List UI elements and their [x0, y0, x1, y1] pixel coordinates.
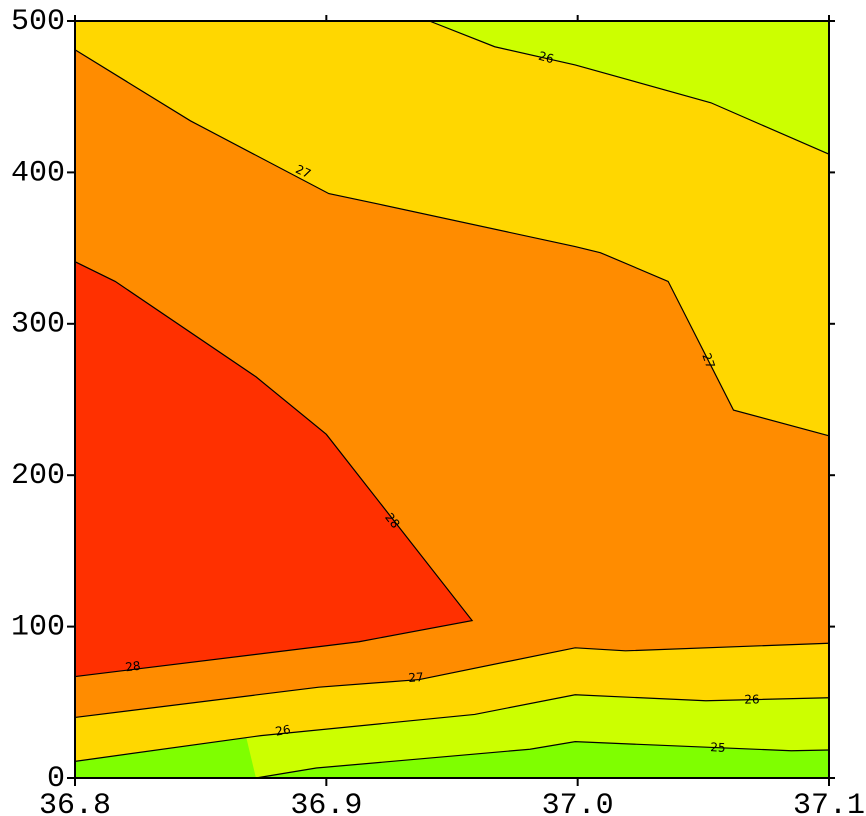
- contour-label: 27: [293, 162, 313, 181]
- contour-label: 26: [537, 49, 555, 66]
- contour-label: 26: [744, 692, 760, 706]
- contour-line: [74, 261, 474, 678]
- x-tick-label: 36.8: [39, 789, 111, 816]
- contour-fill: [75, 21, 829, 155]
- contour-label: 27: [699, 351, 717, 370]
- y-tick-label: 300: [11, 308, 65, 342]
- contour-label: 25: [710, 740, 726, 755]
- contour-line: [74, 642, 830, 719]
- contour-label: 26: [274, 722, 291, 738]
- y-tick-label: 500: [11, 5, 65, 39]
- x-tick-label: 37.0: [542, 789, 614, 816]
- contour-line: [255, 741, 830, 779]
- contour-label: 28: [125, 659, 142, 675]
- y-tick-label: 400: [11, 156, 65, 190]
- y-tick-label: 200: [11, 459, 65, 493]
- contour-fill: [75, 261, 473, 677]
- contour-line: [74, 694, 830, 762]
- x-tick-label: 37.1: [793, 789, 865, 816]
- contour-label: 27: [408, 670, 424, 685]
- contour-fill: [75, 21, 829, 436]
- plot-frame: [74, 20, 830, 779]
- contour-line: [74, 49, 830, 437]
- contour-line: [429, 20, 830, 155]
- y-tick-label: 100: [11, 611, 65, 645]
- y-tick-label: 0: [47, 762, 65, 796]
- x-tick-label: 36.9: [290, 789, 362, 816]
